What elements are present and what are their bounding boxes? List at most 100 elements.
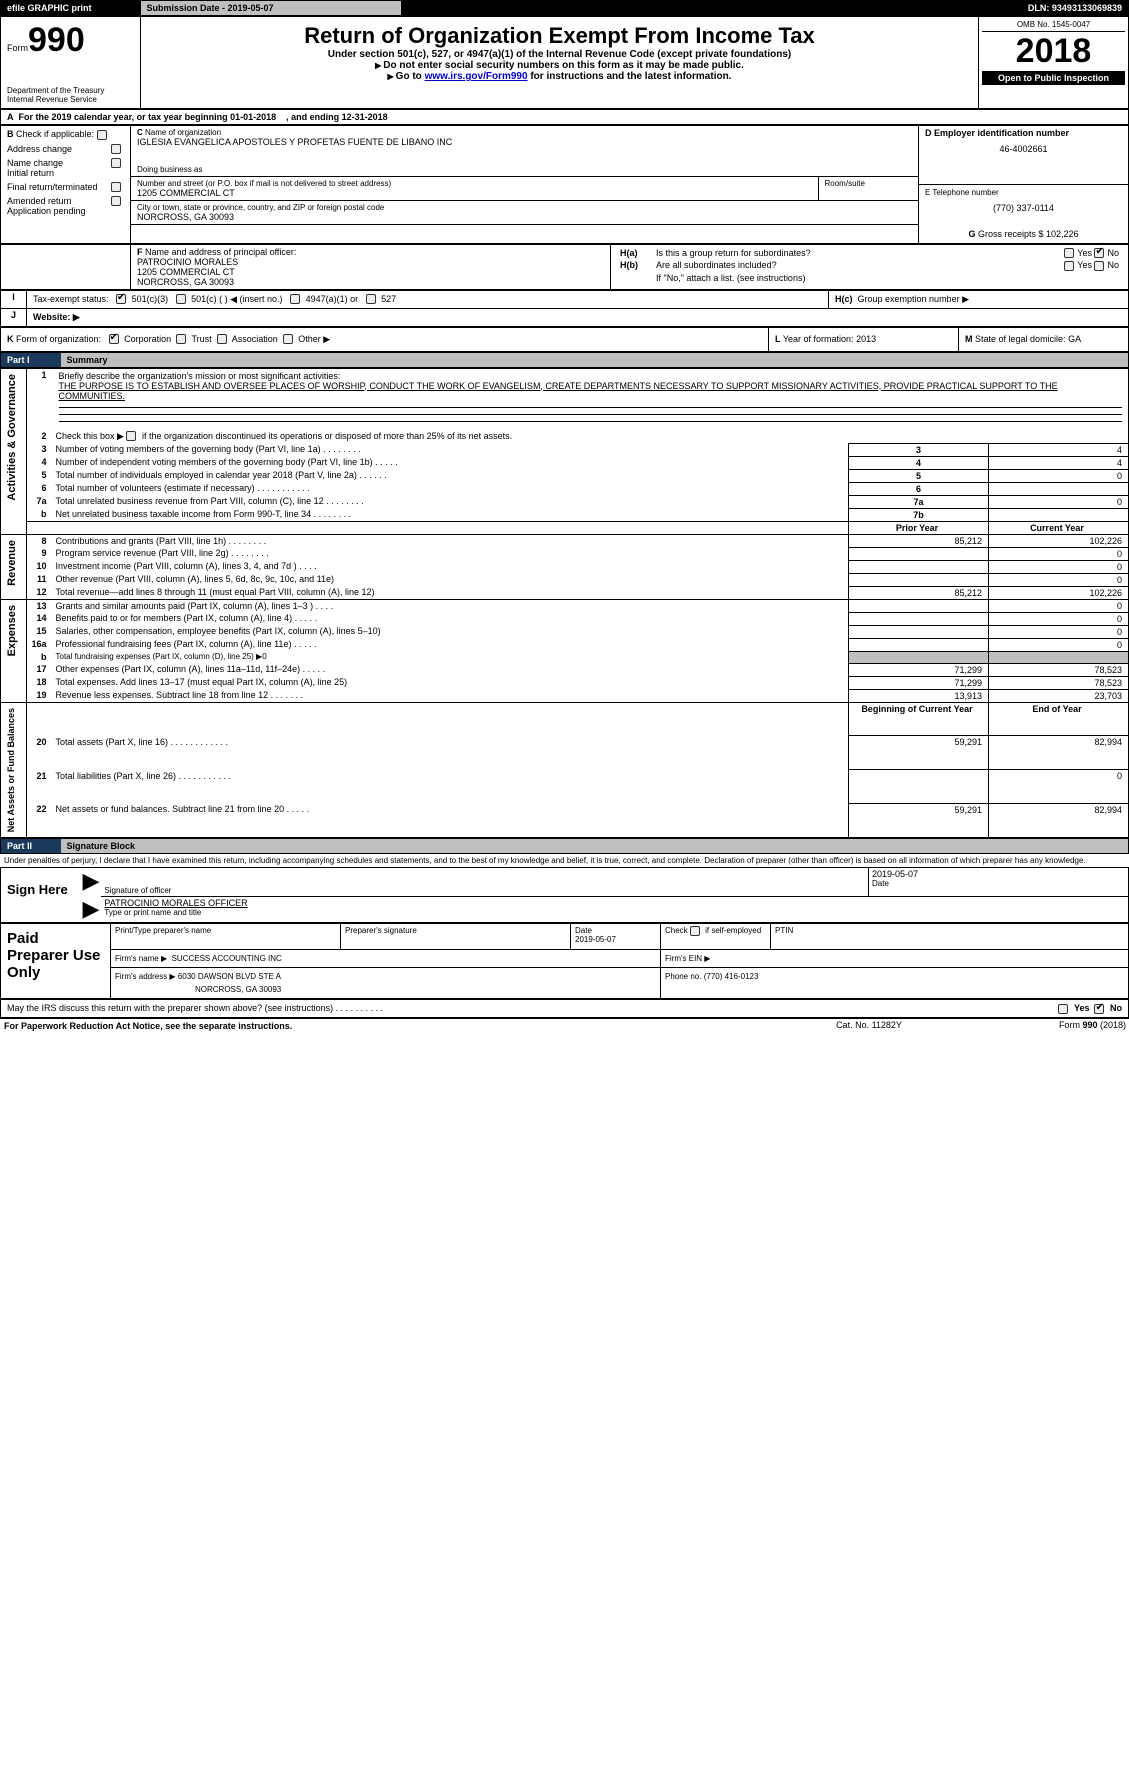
l21: Total liabilities (Part X, line 26) . . … (53, 770, 849, 804)
form-title: Return of Organization Exempt From Incom… (191, 23, 928, 49)
irs-label: Internal Revenue Service (7, 95, 134, 104)
chk-self: Check if self-employed (661, 924, 771, 950)
footer: For Paperwork Reduction Act Notice, see … (0, 1018, 1129, 1033)
hb: Are all subordinates included? (653, 259, 1012, 272)
l4: Number of independent voting members of … (53, 456, 849, 469)
form-number: 990 (28, 21, 85, 59)
l9: Program service revenue (Part VIII, line… (53, 547, 849, 560)
f-city: NORCROSS, GA 30093 (137, 277, 604, 287)
l1v: THE PURPOSE IS TO ESTABLISH AND OVERSEE … (59, 381, 1123, 401)
vlabel-exp: Expenses (4, 601, 20, 660)
l16b: Total fundraising expenses (Part IX, col… (53, 651, 849, 663)
l10: Investment income (Part VIII, column (A)… (53, 560, 849, 573)
dln: DLN: 93493133069839 (401, 1, 1129, 16)
vlabel-ag: Activities & Governance (4, 370, 20, 505)
l1: Briefly describe the organization's miss… (59, 371, 1123, 381)
declaration: Under penalties of perjury, I declare th… (0, 854, 1129, 867)
open-inspection: Open to Public Inspection (982, 71, 1125, 85)
b-init: Initial return (7, 168, 124, 178)
l13: Grants and similar amounts paid (Part IX… (53, 599, 849, 612)
l7a: Total unrelated business revenue from Pa… (53, 495, 849, 508)
l7b: Net unrelated business taxable income fr… (53, 508, 849, 521)
b-final: Final return/terminated (7, 182, 124, 192)
hb2: If "No," attach a list. (see instruction… (653, 272, 1122, 284)
officer-block: F Name and address of principal officer:… (0, 244, 1129, 290)
l22: Net assets or fund balances. Subtract li… (53, 803, 849, 837)
c-room-lbl: Room/suite (818, 177, 918, 201)
l-lbl: Year of formation: (783, 334, 854, 344)
l15: Salaries, other compensation, employee b… (53, 625, 849, 638)
l2: Check this box ▶ if the organization dis… (53, 430, 1129, 444)
b-amend: Amended return (7, 196, 124, 206)
submission-date: Submission Date - 2019-05-07 (141, 1, 401, 16)
l12: Total revenue—add lines 8 through 11 (mu… (53, 586, 849, 599)
vlabel-rev: Revenue (4, 536, 20, 590)
e-lbl: Telephone number (932, 188, 998, 197)
f-name: PATROCINIO MORALES (137, 257, 604, 267)
form-foot: Form 990 (2018) (969, 1018, 1129, 1033)
f-lbl: Name and address of principal officer: (145, 247, 296, 257)
vlabel-na: Net Assets or Fund Balances (4, 704, 18, 836)
irs-link[interactable]: www.irs.gov/Form990 (425, 71, 528, 82)
discuss-q: May the IRS discuss this return with the… (1, 1000, 969, 1018)
subtitle-3: Go to www.irs.gov/Form990 for instructio… (191, 71, 928, 82)
c-city: NORCROSS, GA 30093 (137, 212, 912, 222)
part2-header: Part II Signature Block (0, 838, 1129, 854)
l11: Other revenue (Part VIII, column (A), li… (53, 573, 849, 586)
part1-header: Part I Summary (0, 352, 1129, 368)
l20: Total assets (Part X, line 16) . . . . .… (53, 736, 849, 770)
l17: Other expenses (Part IX, column (A), lin… (53, 663, 849, 676)
c-city-lbl: City or town, state or province, country… (137, 203, 912, 212)
l8: Contributions and grants (Part VIII, lin… (53, 534, 849, 547)
l16a: Professional fundraising fees (Part IX, … (53, 638, 849, 651)
l3: Number of voting members of the governin… (53, 443, 849, 456)
b-label: B Check if applicable: (7, 129, 124, 140)
c-name-lbl: Name of organization (145, 128, 221, 137)
paid-title: Paid Preparer Use Only (1, 924, 111, 999)
dept-label: Department of the Treasury (7, 86, 134, 95)
l5: Total number of individuals employed in … (53, 469, 849, 482)
sig-nametitle: Type or print name and title (104, 908, 1125, 917)
sig-officer-lbl: Signature of officer (104, 886, 865, 895)
i-lbl: Tax-exempt status: (33, 294, 109, 304)
pt: Print/Type preparer's name (111, 924, 341, 950)
sig-date-lbl: Date (872, 879, 1125, 888)
l6: Total number of volunteers (estimate if … (53, 482, 849, 495)
cat: Cat. No. 11282Y (769, 1018, 969, 1033)
c-name: IGLESIA EVANGELICA APOSTOLES Y PROFETAS … (137, 137, 912, 147)
sign-here: Sign Here (1, 867, 81, 923)
c-street-lbl: Number and street (or P.O. box if mail i… (137, 179, 812, 188)
sig-name: PATROCINIO MORALES OFFICER (104, 898, 1125, 908)
b-addr: Address change (7, 144, 124, 154)
ptin: PTIN (771, 924, 1129, 950)
b-app: Application pending (7, 206, 124, 216)
discuss-row: May the IRS discuss this return with the… (0, 999, 1129, 1018)
j-lbl: Website: ▶ (33, 312, 80, 322)
status-block: I Tax-exempt status: 501(c)(3) 501(c) ( … (0, 290, 1129, 327)
subtitle-2: Do not enter social security numbers on … (191, 60, 928, 71)
d-lbl: Employer identification number (934, 128, 1069, 138)
line-a: A For the 2019 calendar year, or tax yea… (0, 109, 1129, 125)
tax-year: 2018 (982, 32, 1125, 71)
omb: OMB No. 1545-0047 (982, 18, 1125, 32)
org-form-block: K Form of organization: Corporation Trus… (0, 327, 1129, 352)
fein: Firm's EIN ▶ (661, 950, 1129, 968)
d-val: 46-4002661 (925, 144, 1122, 154)
hc: Group exemption number ▶ (858, 294, 969, 304)
efile-label: efile GRAPHIC print (1, 1, 141, 16)
c-dba-lbl: Doing business as (137, 165, 912, 174)
ha: Is this a group return for subordinates? (653, 247, 1012, 260)
identity-block: B Check if applicable: Address change Na… (0, 125, 1129, 244)
subtitle-1: Under section 501(c), 527, or 4947(a)(1)… (191, 49, 928, 60)
paid-preparer-block: Paid Preparer Use Only Print/Type prepar… (0, 923, 1129, 999)
pra: For Paperwork Reduction Act Notice, see … (0, 1018, 769, 1033)
b-name: Name change (7, 158, 124, 168)
l18: Total expenses. Add lines 13–17 (must eq… (53, 676, 849, 689)
header-block: Form990 Department of the Treasury Inter… (0, 16, 1129, 109)
sig-date-val: 2019-05-07 (872, 869, 1125, 879)
c-street: 1205 COMMERCIAL CT (137, 188, 812, 198)
m-lbl: State of legal domicile: (975, 334, 1066, 344)
g-receipts: G Gross receipts $ 102,226 (919, 225, 1129, 244)
sign-here-block: Sign Here ▶ Signature of officer 2019-05… (0, 867, 1129, 924)
l14: Benefits paid to or for members (Part IX… (53, 612, 849, 625)
